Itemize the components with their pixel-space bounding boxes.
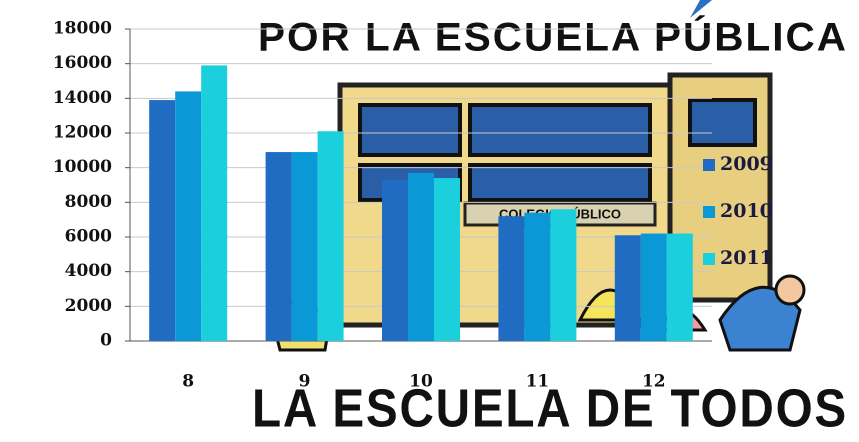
bar [317, 131, 344, 341]
x-tick-label: 11 [526, 372, 550, 392]
window [468, 163, 652, 202]
bar [408, 172, 434, 341]
window [358, 103, 462, 157]
bar [524, 212, 551, 341]
bar [382, 179, 408, 341]
bar [175, 91, 202, 342]
y-tick-label: 10000 [53, 157, 112, 177]
figure-head [774, 274, 806, 306]
legend-swatch [703, 159, 715, 171]
bar [550, 209, 577, 341]
bar [666, 233, 693, 341]
window [688, 98, 757, 147]
legend-label: 2011 [720, 247, 773, 269]
bar [201, 65, 228, 342]
legend-swatch [703, 253, 715, 265]
x-tick-label: 8 [182, 372, 194, 392]
y-tick-label: 8000 [65, 192, 112, 212]
y-tick-label: 6000 [65, 227, 112, 247]
bar [614, 235, 641, 341]
figure [718, 285, 802, 352]
x-tick-label: 9 [299, 372, 311, 392]
bar [640, 233, 667, 341]
legend-swatch [703, 206, 715, 218]
y-tick-label: 2000 [65, 296, 112, 316]
bar [265, 152, 292, 341]
bottom-banner: LA ESCUELA DE TODOS [252, 378, 848, 438]
x-tick-label: 10 [409, 372, 433, 392]
window [468, 103, 652, 157]
bar [434, 178, 460, 341]
bar [149, 100, 176, 341]
bar [291, 152, 318, 341]
legend-label: 2009 [720, 153, 773, 175]
arrow [690, 0, 712, 18]
y-tick-label: 14000 [53, 88, 112, 108]
y-tick-label: 18000 [53, 19, 112, 39]
top-banner: POR LA ESCUELA PÚBLICA [258, 14, 848, 60]
bar [498, 216, 525, 341]
y-tick-label: 12000 [53, 123, 112, 143]
y-tick-label: 0 [100, 331, 112, 351]
legend-label: 2010 [720, 200, 773, 222]
x-tick-label: 12 [642, 372, 666, 392]
y-tick-label: 4000 [65, 261, 112, 281]
y-tick-label: 16000 [53, 53, 112, 73]
